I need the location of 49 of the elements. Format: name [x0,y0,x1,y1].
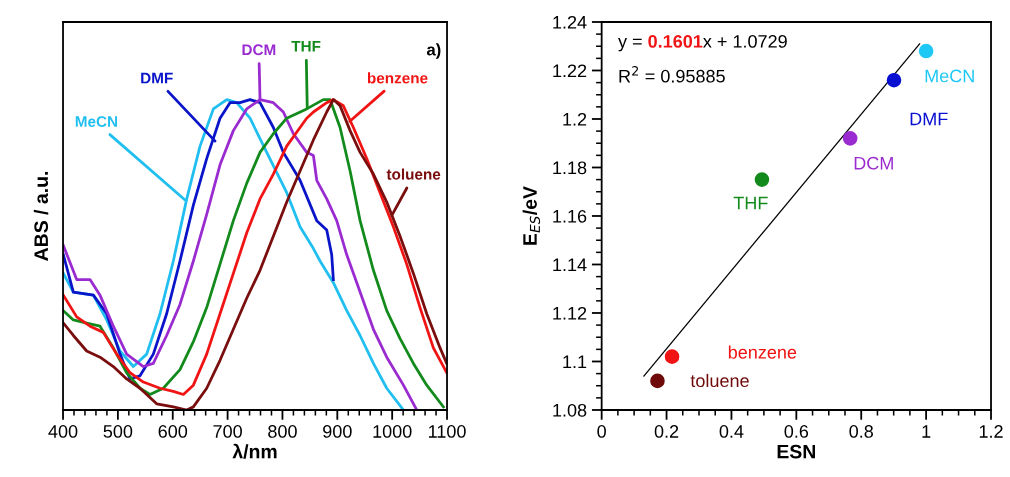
y-tick-label: 1.22 [553,64,587,78]
x-tick-label: 0.8 [849,425,873,438]
y-tick-label: 1.24 [553,15,587,29]
series-label: MeCN [925,69,974,83]
x-tick-label: 500 [103,425,133,438]
series-label: toluene [386,168,441,180]
annotation: R$^{2}$ = 0.95885 [619,66,725,83]
text: benzene [728,345,797,359]
text: DCM [242,44,276,56]
series-label: DMF [910,112,948,126]
text: DMF [141,72,173,84]
y-tick-label: 1.14 [553,258,587,272]
y-tick-label: 1.2 [563,112,587,126]
y-axis-title: ABS / a.u. [33,171,49,261]
y-tick-label: 1.1 [563,355,587,369]
y-tick-label: 1.16 [553,209,587,223]
point [650,373,665,389]
point [842,131,858,146]
series-label: DCM [854,156,893,170]
x-tick-label: 1000 [373,425,412,438]
x-tick-label: 0.4 [719,425,744,438]
x-tick-label: 600 [158,425,188,438]
point [754,172,770,187]
y-tick-label: 1.08 [553,403,587,417]
text: a) [426,43,441,59]
x-tick-label: 1100 [428,425,466,438]
x-tick-label: 0.2 [654,425,679,438]
y-axis-title: E$_{ES}$/eV [522,186,541,245]
x-tick-label: 700 [213,425,242,438]
point [918,43,934,59]
x-tick-label: 400 [48,425,78,438]
x-tick-label: 0.6 [784,425,809,438]
x-axis-title: λ/nm [232,443,277,459]
point [664,349,680,364]
annotation: y = 0.1601x + 1.0729 [618,35,787,52]
y-tick-label: 1.12 [553,306,587,320]
x-axis-title: ESN [777,444,816,459]
series-label: THF [733,196,768,210]
x-tick-label: 1 [922,425,931,438]
y-tick-label: 1.18 [553,161,587,175]
x-tick-label: 1.2 [979,425,1003,438]
x-tick-label: 900 [323,425,352,438]
point [886,72,902,88]
text: MeCN [75,116,118,127]
text: benzene [367,72,428,84]
text: THF [291,41,321,52]
x-tick-label: 800 [268,425,297,438]
series-label: toluene [690,373,749,388]
x-tick-label: 0 [597,425,606,438]
